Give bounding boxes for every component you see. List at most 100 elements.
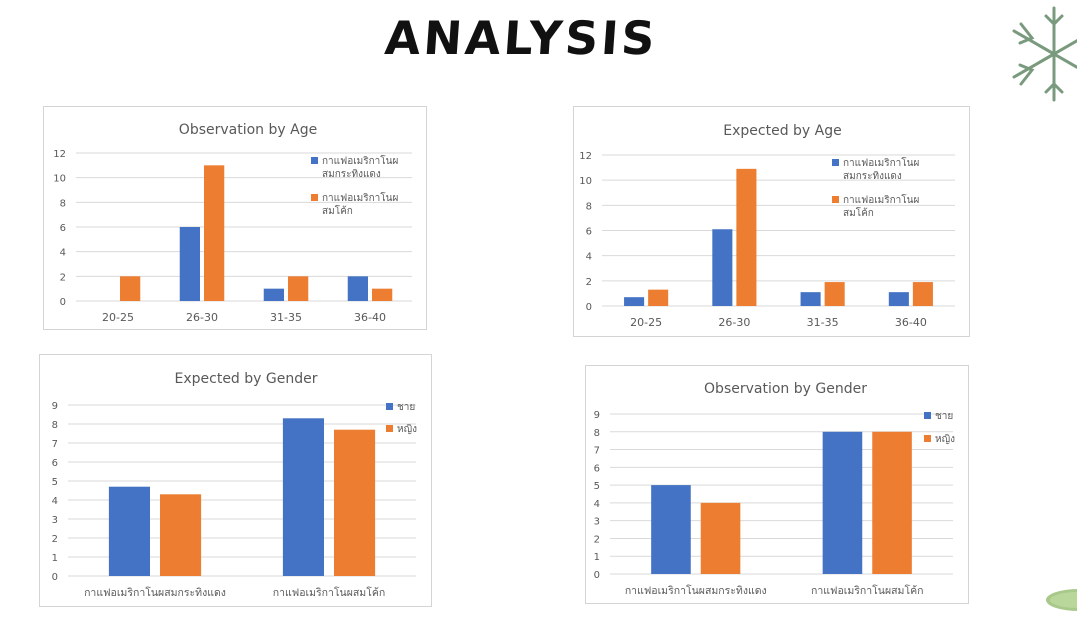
- chart-title: Observation by Gender: [704, 381, 867, 397]
- chart-expected-by-gender: Expected by Gender 0 1 2 3 4 5 6 7 8 9 กาแฟอเมริกาโ…: [39, 354, 432, 607]
- bar: [736, 168, 757, 306]
- x-tick-label: 26-30: [718, 316, 750, 329]
- x-tick-label: 26-30: [186, 311, 218, 324]
- bar: [651, 485, 691, 574]
- y-tick-label: 5: [594, 481, 600, 492]
- bar: [624, 297, 645, 306]
- legend-swatch: [832, 196, 839, 203]
- legend-label: ชาย: [397, 402, 415, 413]
- y-tick-label: 0: [586, 302, 592, 313]
- chart-expected-by-age-svg: Expected by Age 0 2 4 6 8 10 12 20-25 26-30 31-35 3…: [579, 123, 955, 329]
- legend-swatch: [386, 425, 393, 432]
- x-tick-label: 31-35: [270, 311, 302, 324]
- bar: [204, 165, 225, 301]
- bar: [824, 282, 845, 306]
- bar: [822, 431, 863, 574]
- bar: [700, 502, 741, 574]
- snowflake-icon: [1012, 6, 1077, 102]
- chart-expected-by-gender-svg: Expected by Gender 0 1 2 3 4 5 6 7 8 9 กาแฟอเมริกาโ…: [52, 371, 417, 599]
- legend-swatch: [386, 403, 393, 410]
- bar: [347, 276, 368, 301]
- y-tick-label: 6: [52, 458, 58, 469]
- y-tick-label: 1: [594, 552, 600, 563]
- y-tick-label: 5: [52, 477, 58, 488]
- chart-observation-by-gender-svg: Observation by Gender 0 1 2 3 4 5 6 7 8 9 กาแฟอเมริ…: [594, 381, 955, 597]
- legend-label: หญิง: [935, 434, 955, 445]
- bar: [334, 429, 376, 576]
- y-tick-label: 1: [52, 553, 58, 564]
- legend-label: กาแฟอเมริกาโนผสมโค้ก: [843, 193, 919, 219]
- bar: [872, 431, 912, 574]
- bar: [120, 276, 141, 301]
- legend-label: กาแฟอเมริกาโนผสมกระทิงแดง: [843, 156, 919, 182]
- y-tick-label: 3: [52, 515, 58, 526]
- bar: [108, 486, 150, 576]
- legend-label: หญิง: [397, 424, 417, 435]
- x-tick-label: 20-25: [630, 316, 662, 329]
- legend-swatch: [311, 194, 318, 201]
- chart-observation-by-gender: Observation by Gender 0 1 2 3 4 5 6 7 8 9 กาแฟอเมริ…: [585, 365, 969, 604]
- y-tick-label: 4: [60, 248, 66, 259]
- y-tick-label: 0: [52, 572, 58, 583]
- y-tick-label: 6: [594, 463, 600, 474]
- x-tick-label: กาแฟอเมริกาโนผสมกระทิงแดง: [84, 586, 226, 599]
- x-tick-label: 36-40: [895, 316, 927, 329]
- chart-title: Expected by Gender: [175, 371, 318, 387]
- y-tick-label: 0: [60, 297, 66, 308]
- y-tick-label: 8: [594, 428, 600, 439]
- x-tick-label: 31-35: [807, 316, 839, 329]
- chart-title: Observation by Age: [179, 122, 317, 138]
- bar: [648, 289, 669, 306]
- y-tick-label: 9: [52, 401, 58, 412]
- x-tick-label: กาแฟอเมริกาโนผสมโค้ก: [273, 586, 386, 599]
- y-tick-label: 4: [586, 252, 592, 263]
- y-tick-label: 2: [60, 272, 66, 283]
- bar: [160, 494, 202, 576]
- chart-title: Expected by Age: [723, 123, 841, 139]
- chart-observation-by-age: Observation by Age 0 2 4 6 8 10 12 20-25 26-30 31-…: [43, 106, 427, 330]
- bar: [282, 418, 324, 576]
- legend-label: ชาย: [935, 411, 953, 422]
- y-tick-label: 0: [594, 570, 600, 581]
- bar: [888, 292, 909, 306]
- y-tick-label: 2: [586, 277, 592, 288]
- x-tick-label: 20-25: [102, 311, 134, 324]
- y-tick-label: 8: [52, 420, 58, 431]
- bar: [372, 288, 393, 301]
- legend-swatch: [924, 435, 931, 442]
- bar: [912, 282, 933, 306]
- legend-swatch: [924, 412, 931, 419]
- legend-swatch: [832, 159, 839, 166]
- y-tick-label: 10: [53, 174, 66, 185]
- y-tick-label: 10: [579, 176, 592, 187]
- y-tick-label: 3: [594, 517, 600, 528]
- y-tick-label: 4: [52, 496, 58, 507]
- page-title: ANALYSIS: [383, 11, 660, 65]
- y-tick-label: 4: [594, 499, 600, 510]
- x-tick-label: กาแฟอเมริกาโนผสมโค้ก: [811, 584, 924, 597]
- y-tick-label: 6: [60, 223, 66, 234]
- y-tick-label: 12: [579, 151, 592, 162]
- bar: [712, 229, 733, 306]
- bar: [800, 292, 821, 306]
- y-tick-label: 7: [594, 446, 600, 457]
- legend-label: กาแฟอเมริกาโนผสมกระทิงแดง: [322, 154, 398, 180]
- legend-label: กาแฟอเมริกาโนผสมโค้ก: [322, 191, 398, 217]
- legend-swatch: [311, 157, 318, 164]
- chart-observation-by-age-svg: Observation by Age 0 2 4 6 8 10 12 20-25 26-30 31-…: [53, 122, 412, 324]
- y-tick-label: 9: [594, 410, 600, 421]
- y-tick-label: 12: [53, 149, 66, 160]
- bar: [263, 288, 284, 301]
- x-tick-label: 36-40: [354, 311, 386, 324]
- leaf-decoration: [1046, 589, 1077, 611]
- y-tick-label: 6: [586, 227, 592, 238]
- bar: [179, 227, 200, 301]
- chart-expected-by-age: Expected by Age 0 2 4 6 8 10 12 20-25 26-30 31-35 3…: [573, 106, 970, 337]
- y-tick-label: 2: [52, 534, 58, 545]
- y-tick-label: 7: [52, 439, 58, 450]
- y-tick-label: 2: [594, 534, 600, 545]
- y-tick-label: 8: [586, 201, 592, 212]
- y-tick-label: 8: [60, 198, 66, 209]
- bar: [288, 276, 309, 301]
- x-tick-label: กาแฟอเมริกาโนผสมกระทิงแดง: [625, 584, 767, 597]
